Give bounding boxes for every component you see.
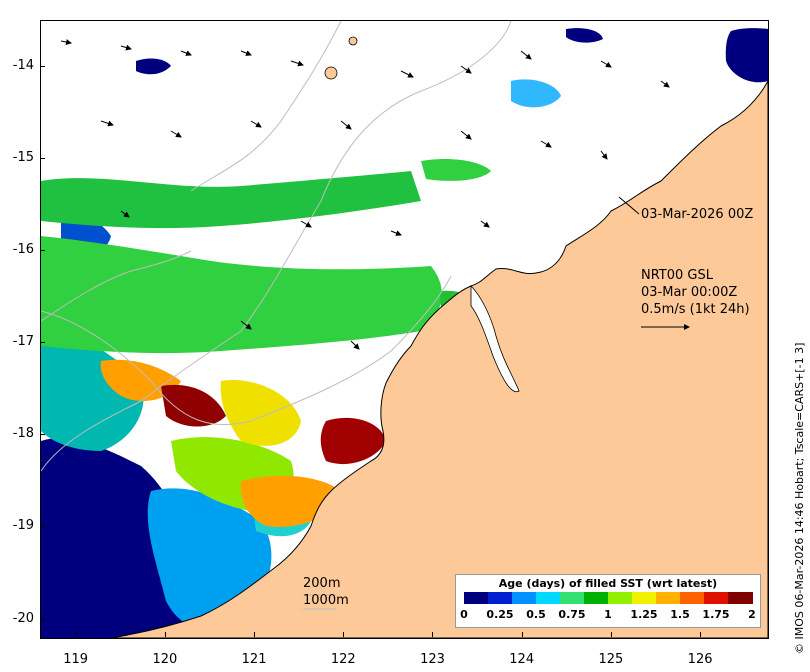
legend-color-segment [656,592,681,604]
legend-tick-label: 1.75 [702,608,730,621]
credit-text: © IMOS 06-Mar-2026 14:46 Hobart; Tscale=… [793,342,806,654]
isobath-1000m [41,21,512,472]
lon-tick-mark [700,632,702,637]
lat-tick-mark [40,66,45,68]
current-vectors [60,39,670,350]
lon-tick-mark [164,632,166,637]
patch-darkred-coast [320,417,386,465]
patch-orange-west [100,359,181,401]
lat-tick-mark [40,618,45,620]
product-time-label: 03-Mar 00:00Z [641,285,738,300]
legend-tick-label: 0.25 [486,608,514,621]
island [348,36,358,46]
date-leader-line [618,196,640,215]
legend-tick-label: 1.25 [630,608,658,621]
lat-tick-label: -17 [12,334,34,350]
lon-tick-mark [610,632,612,637]
island [324,66,338,80]
patch-lightblue-north [511,79,561,108]
lat-tick-mark [40,434,45,436]
lat-tick-label: -19 [12,518,34,534]
legend-tick-label: 1.5 [670,608,690,621]
patch-green-band-lower [41,236,442,354]
lat-tick-label: -14 [12,58,34,74]
lat-tick-label: -20 [12,610,34,626]
legend-tick-label: 0.75 [558,608,586,621]
coast-date-label: 03-Mar-2026 00Z [641,207,754,222]
patch-darkblue-ne [725,28,768,83]
legend-color-segment [536,592,561,604]
lat-tick-mark [40,158,45,160]
contour-1000-label: 1000m [303,593,349,608]
legend-color-bar [464,592,753,604]
lon-tick-label: 123 [420,652,445,667]
sst-map[interactable]: 03-Mar-2026 00Z NRT00 GSL 03-Mar 00:00Z … [40,20,769,639]
isobath-west [41,250,192,322]
isobaths [41,21,512,472]
lon-tick-mark [521,632,523,637]
legend-tick-label: 1 [604,608,612,621]
lat-tick-mark [40,250,45,252]
lat-tick-label: -16 [12,242,34,258]
legend-color-segment [560,592,585,604]
lat-tick-mark [40,526,45,528]
legend-title: Age (days) of filled SST (wrt latest) [498,577,718,590]
lon-tick-mark [343,632,345,637]
contour-200-label: 200m [303,576,341,591]
legend-color-segment [632,592,657,604]
vector-scale-label: 0.5m/s (1kt 24h) [641,302,750,317]
lat-tick-mark [40,342,45,344]
patch-darkred-centre [161,384,226,427]
lon-tick-label: 124 [509,652,535,667]
isobath-offshore [190,21,342,192]
product-label: NRT00 GSL [641,268,713,283]
lon-tick-mark [254,632,256,637]
legend-color-segment [512,592,537,604]
patch-darkblue-ne2 [566,28,603,43]
legend-tick-label: 0.5 [526,608,546,621]
legend-color-segment [704,592,729,604]
lon-tick-label: 125 [598,652,624,667]
patch-green-band-mid [41,171,421,229]
lon-tick-label: 119 [63,652,89,667]
lon-tick-label: 120 [152,652,178,667]
legend-color-segment [728,592,753,604]
lat-tick-label: -15 [12,150,34,166]
patch-yellow-centre [220,380,301,446]
legend-tick-label: 0 [460,608,468,621]
legend-color-segment [488,592,513,604]
age-legend: Age (days) of filled SST (wrt latest) 0 0… [455,574,761,628]
legend-color-segment [464,592,489,604]
lat-tick-label: -18 [12,426,34,442]
king-sound-inlet [470,285,520,393]
patch-darkblue-north [136,58,171,75]
legend-color-segment [584,592,609,604]
lon-tick-label: 122 [330,652,356,667]
lon-tick-label: 126 [687,652,713,667]
patch-green-north [421,159,491,181]
lon-tick-mark [75,632,77,637]
sst-map-canvas [41,21,768,638]
lon-tick-mark [432,632,434,637]
sst-age-patches [41,28,768,638]
isobath-200m [41,275,452,426]
patch-teal-west [41,321,144,451]
legend-color-segment [608,592,633,604]
lon-tick-label: 121 [241,652,267,667]
legend-tick-label: 2 [748,608,756,621]
legend-color-segment [680,592,705,604]
